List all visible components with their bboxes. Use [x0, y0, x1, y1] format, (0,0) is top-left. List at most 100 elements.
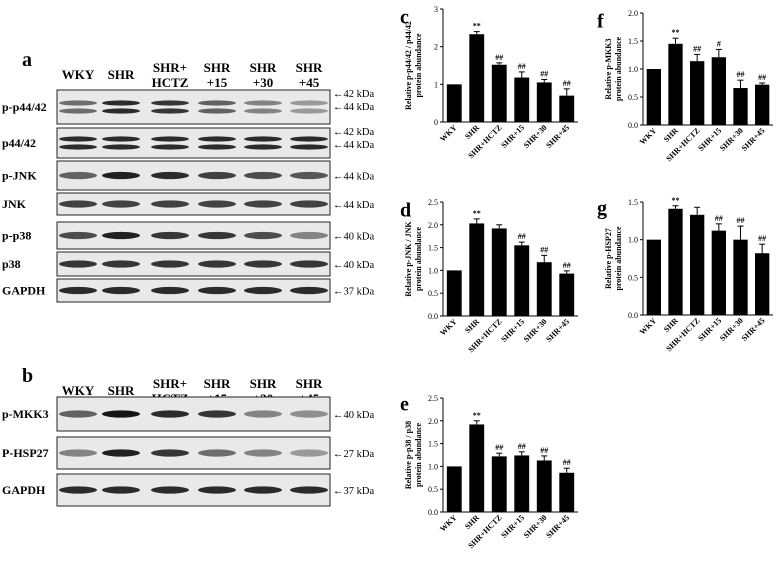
- blot-band: [151, 286, 189, 295]
- bar: [755, 253, 770, 315]
- blot-band: [244, 171, 282, 180]
- lane-label: SHR: [204, 60, 231, 75]
- blot-membrane: [56, 160, 331, 191]
- bar: [559, 472, 575, 512]
- y-tick-label: 1.0: [428, 266, 438, 275]
- x-tick-label: SHR: [463, 123, 481, 141]
- blot-band: [290, 231, 328, 240]
- kda-marker: ←27 kDa: [333, 449, 374, 460]
- blot-band: [198, 286, 236, 295]
- lane-label: SHR+: [153, 60, 187, 75]
- blot-band: [151, 108, 189, 114]
- y-tick-label: 3: [434, 5, 438, 14]
- blot-band: [198, 486, 236, 494]
- bar: [446, 270, 462, 316]
- blot-band: [198, 410, 236, 418]
- bar: [755, 84, 770, 125]
- kda-marker: ←42 kDa: [333, 127, 374, 138]
- blot-membrane: [56, 192, 331, 216]
- blot-band: [151, 200, 189, 208]
- blot-band: [244, 200, 282, 208]
- kda-marker: ←42 kDa: [333, 89, 374, 100]
- x-tick-label: SHR: [662, 316, 680, 334]
- bar: [536, 460, 552, 512]
- y-tick-label: 1.5: [428, 244, 438, 253]
- x-tick-label: WKY: [438, 317, 459, 338]
- y-axis-label: Relative p-JNK / JNK: [404, 221, 413, 297]
- x-tick-label: SHR+45: [740, 316, 767, 343]
- bar: [711, 57, 726, 125]
- kda-marker: ←37 kDa: [333, 486, 374, 497]
- blot-band: [244, 410, 282, 418]
- x-tick-label: SHR+15: [499, 123, 526, 150]
- blot-band: [59, 108, 97, 114]
- chart-panel-e: e 0.0 0.5 1.0 1.5 2.0 2.5 Relative p-p38 / p38 p…: [400, 394, 578, 550]
- y-tick-label: 0.0: [428, 312, 438, 321]
- blot-row-label: p-p38: [2, 229, 31, 243]
- significance-mark: ##: [540, 446, 548, 455]
- blot-band: [198, 144, 236, 150]
- blot-band: [198, 136, 236, 142]
- significance-mark: ##: [563, 79, 571, 88]
- lane-label: SHR+: [153, 376, 187, 391]
- significance-mark: ##: [758, 234, 766, 243]
- y-tick-label: 1.0: [628, 65, 638, 74]
- panel-letter-a: a: [22, 49, 32, 71]
- x-tick-label: SHR+30: [522, 123, 549, 150]
- lane-label: SHR: [296, 60, 323, 75]
- x-tick-label: WKY: [638, 316, 659, 337]
- panel-letter-c: c: [400, 7, 409, 29]
- significance-mark: ##: [715, 214, 723, 223]
- significance-mark: **: [473, 209, 481, 218]
- blot-band: [102, 231, 140, 240]
- y-tick-label: 1.0: [428, 462, 438, 471]
- x-tick-label: WKY: [638, 126, 659, 147]
- bar: [559, 273, 575, 316]
- bar: [446, 84, 462, 122]
- y-tick-label: 2.5: [428, 198, 438, 207]
- blot-membrane: [56, 89, 331, 125]
- blot-band: [102, 200, 140, 208]
- kda-marker: ←40 kDa: [333, 410, 374, 421]
- blot-row-label: p38: [2, 257, 21, 271]
- significance-mark: ##: [518, 442, 526, 451]
- blot-band: [102, 410, 140, 418]
- blot-row-label: P-HSP27: [2, 446, 49, 460]
- blot-band: [290, 200, 328, 208]
- blot-band: [151, 231, 189, 240]
- bar: [514, 455, 530, 512]
- blot-membrane: [56, 221, 331, 250]
- chart-panel-c: c 0 1 2 3 Relative p-p44/42 / p44/42 protein a…: [400, 5, 578, 160]
- bar: [733, 239, 748, 315]
- x-tick-label: SHR+15: [499, 317, 526, 344]
- blot-band: [198, 171, 236, 180]
- blot-band: [59, 200, 97, 208]
- bar: [491, 228, 507, 316]
- panel-letter-g: g: [597, 198, 607, 220]
- blot-band: [102, 260, 140, 268]
- blot-band: [151, 100, 189, 106]
- blot-band: [290, 449, 328, 457]
- lane-label: +15: [207, 75, 228, 90]
- significance-mark: ##: [518, 232, 526, 241]
- blot-band: [151, 136, 189, 142]
- blot-row-label: JNK: [2, 197, 27, 211]
- blot-band: [244, 286, 282, 295]
- bar: [646, 239, 661, 315]
- x-tick-label: SHR: [463, 513, 481, 531]
- blot-band: [290, 486, 328, 494]
- blot-band: [59, 449, 97, 457]
- kda-marker: ←37 kDa: [333, 287, 374, 298]
- bar: [491, 456, 507, 512]
- lane-label: HCTZ: [152, 75, 189, 90]
- blot-band: [59, 136, 97, 142]
- blot-band: [198, 108, 236, 114]
- lane-label: SHR: [108, 67, 135, 82]
- panel-letter-e: e: [400, 394, 409, 416]
- blot-band: [59, 171, 97, 180]
- significance-mark: ##: [737, 70, 745, 79]
- blot-membrane: [56, 436, 331, 470]
- kda-marker: ←44 kDa: [333, 172, 374, 183]
- blot-band: [244, 260, 282, 268]
- y-tick-label: 1: [434, 80, 438, 89]
